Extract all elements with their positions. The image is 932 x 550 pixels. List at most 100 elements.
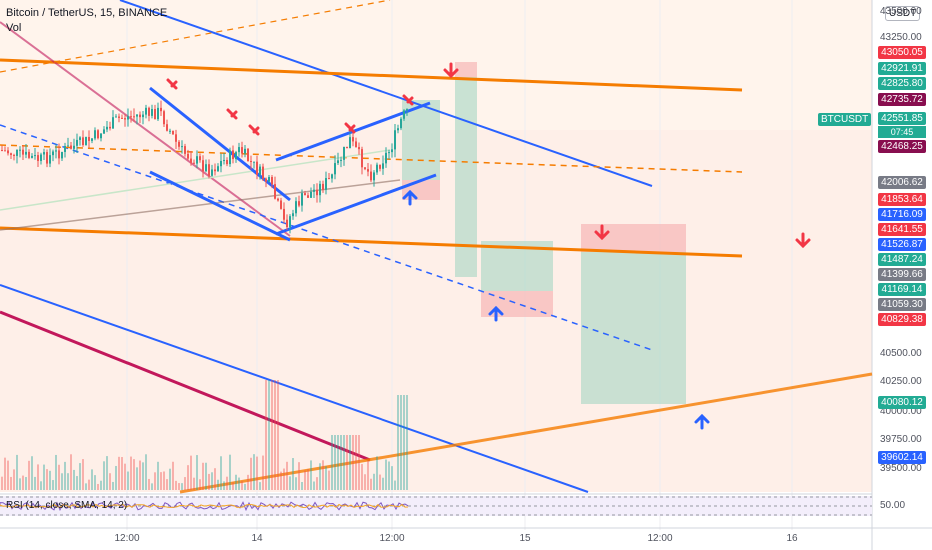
volume-bar xyxy=(70,454,72,490)
position-boxes[interactable] xyxy=(402,62,686,404)
candle-body xyxy=(175,134,177,142)
volume-bar xyxy=(397,395,399,490)
volume-bar xyxy=(322,460,324,490)
volume-bar xyxy=(7,460,9,490)
volume-bar xyxy=(385,459,387,490)
candle-body xyxy=(37,155,39,161)
volume-bar xyxy=(208,473,210,490)
price-label: 40080.12 xyxy=(878,396,926,409)
candle-body xyxy=(97,130,99,139)
trend-lines[interactable] xyxy=(0,0,873,494)
volume-bar xyxy=(196,455,198,490)
volume-bar xyxy=(112,481,114,490)
candle-body xyxy=(304,193,306,196)
candle-body xyxy=(76,139,78,146)
candle-body xyxy=(139,114,141,118)
volume-bar xyxy=(193,477,195,490)
volume-bar xyxy=(22,475,24,490)
volume-bar xyxy=(259,482,261,490)
x-tick-label: 15 xyxy=(519,533,531,544)
y-tick-label: 40000.00 xyxy=(880,406,922,417)
candle-body xyxy=(355,141,357,148)
candle-body xyxy=(208,164,210,176)
candle-body xyxy=(328,178,330,180)
volume-bar xyxy=(169,468,171,490)
volume-bar xyxy=(205,462,207,490)
volume-bar xyxy=(1,476,3,490)
candle-body xyxy=(400,118,402,129)
candle-body xyxy=(34,155,36,157)
candle-body xyxy=(7,150,9,154)
candle-body xyxy=(136,114,138,117)
candle-body xyxy=(238,147,240,153)
candle-body xyxy=(397,128,399,131)
volume-bars xyxy=(1,380,408,490)
y-tick-label: 43250.00 xyxy=(880,32,922,43)
volume-bar xyxy=(52,480,54,490)
volume-bar xyxy=(31,456,33,490)
currency-badge[interactable]: USDT xyxy=(885,6,921,21)
candle-body xyxy=(142,114,144,118)
bar-countdown: 07:45 xyxy=(878,126,926,138)
price-label: 41641.55 xyxy=(878,223,926,236)
candle-body xyxy=(370,171,372,181)
candle-body xyxy=(334,163,336,175)
candle-body xyxy=(211,169,213,176)
candle-body xyxy=(127,116,129,120)
candle-body xyxy=(343,146,345,160)
candle-body xyxy=(58,150,60,159)
candle-body xyxy=(19,149,21,151)
candle-body xyxy=(376,164,378,173)
candle-body xyxy=(319,183,321,196)
price-label: 41487.24 xyxy=(878,253,926,266)
price-label: 41716.09 xyxy=(878,208,926,221)
price-label: 42921.91 xyxy=(878,62,926,75)
volume-bar xyxy=(91,469,93,490)
candle-body xyxy=(256,161,258,175)
volume-bar xyxy=(148,478,150,490)
candle-body xyxy=(250,161,252,163)
volume-bar xyxy=(373,473,375,490)
volume-bar xyxy=(406,395,408,490)
candle-body xyxy=(31,155,33,158)
volume-bar xyxy=(298,462,300,490)
candle-body xyxy=(133,116,135,118)
candle-body xyxy=(307,195,309,198)
candle-body xyxy=(364,167,366,170)
candle-body xyxy=(283,208,285,220)
volume-bar xyxy=(343,435,345,490)
candle-body xyxy=(367,169,369,172)
candle-body xyxy=(148,107,150,116)
volume-bar xyxy=(229,454,231,490)
volume-bar xyxy=(82,459,84,490)
price-label: 41526.87 xyxy=(878,238,926,251)
volume-bar xyxy=(16,454,18,490)
candle-body xyxy=(229,150,231,165)
volume-bar xyxy=(154,472,156,490)
candle-body xyxy=(262,166,264,179)
volume-bar xyxy=(307,469,309,490)
candle-body xyxy=(67,145,69,147)
volume-bar xyxy=(304,470,306,490)
volume-bar xyxy=(346,435,348,490)
price-label: 41399.66 xyxy=(878,268,926,281)
price-label: 42006.62 xyxy=(878,176,926,189)
volume-bar xyxy=(109,473,111,490)
candle-body xyxy=(322,183,324,190)
candle-body xyxy=(406,109,408,111)
candle-body xyxy=(4,150,6,152)
volume-bar xyxy=(13,469,15,490)
candle-body xyxy=(331,174,333,179)
y-tick-label: 39500.00 xyxy=(880,463,922,474)
candle-body xyxy=(16,149,18,156)
candle-body xyxy=(13,154,15,156)
y-tick-label: 40250.00 xyxy=(880,376,922,387)
candle-body xyxy=(289,216,291,228)
signal-arrows xyxy=(166,62,811,430)
candle-body xyxy=(259,166,261,175)
candle-body xyxy=(145,107,147,115)
candle-body xyxy=(103,129,105,134)
rsi-label: RSI (14, close, SMA, 14, 2) xyxy=(6,500,128,511)
volume-bar xyxy=(247,474,249,490)
